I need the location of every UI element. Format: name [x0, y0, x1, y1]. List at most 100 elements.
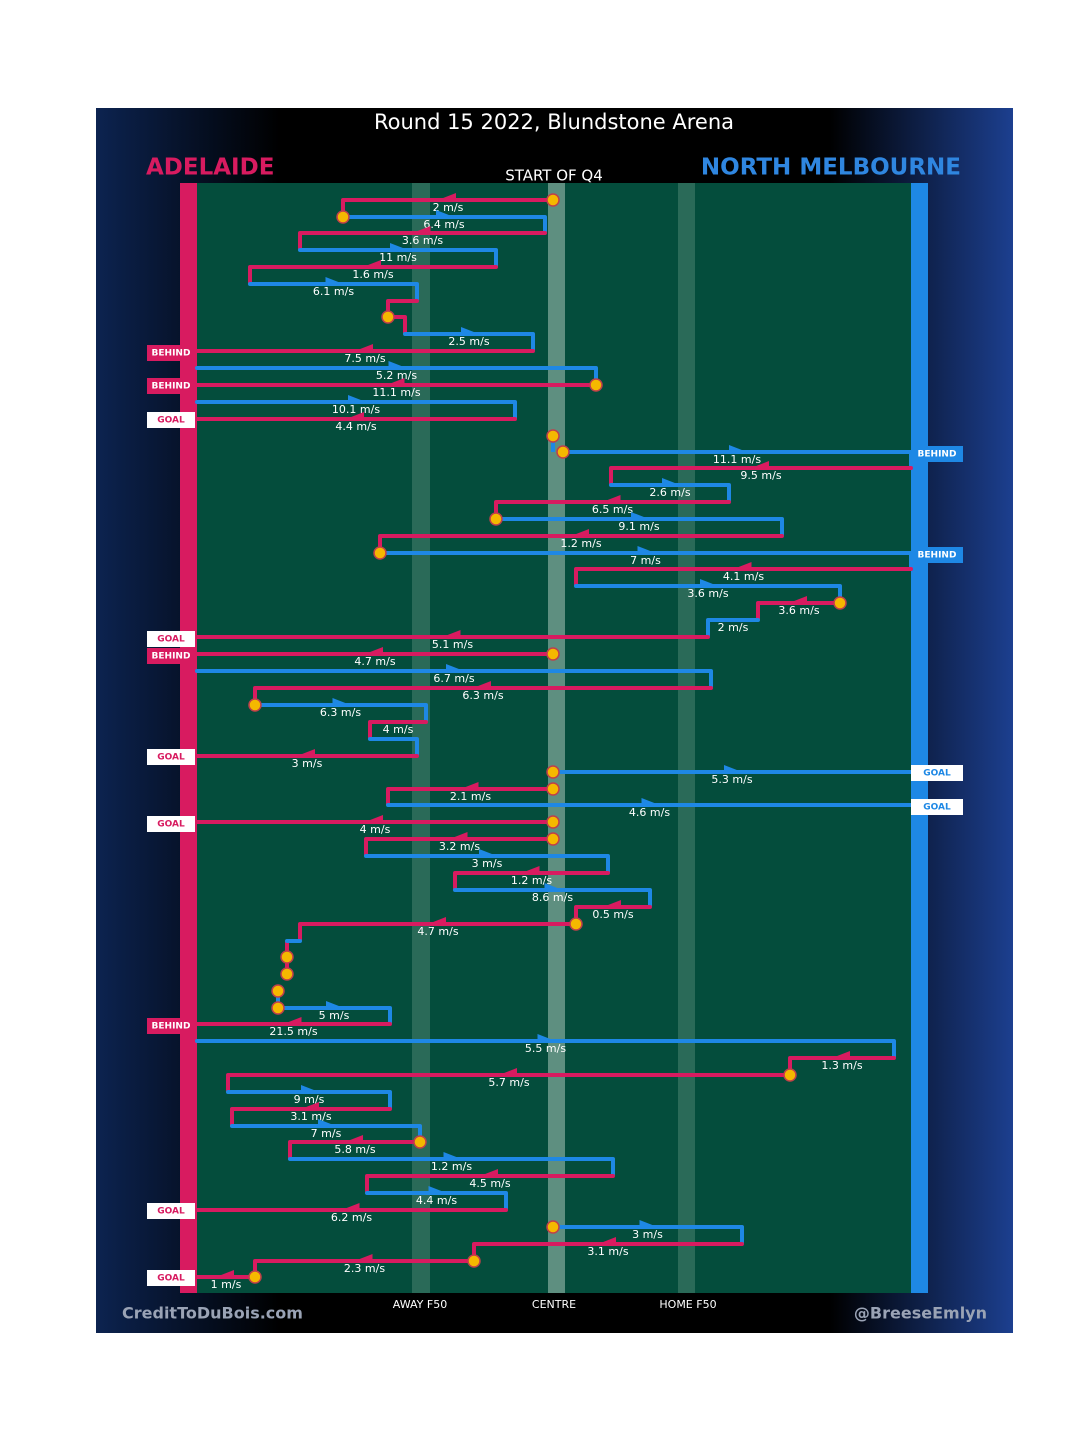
arrow	[216, 1270, 234, 1278]
speed-label: 3.6 m/s	[778, 604, 819, 617]
stoppage	[489, 512, 503, 526]
speed-label: 1.3 m/s	[821, 1059, 862, 1072]
arrow	[348, 395, 366, 403]
arrow	[390, 243, 408, 251]
arrow	[386, 378, 405, 386]
arrow	[325, 277, 344, 285]
arrow	[365, 647, 383, 655]
speed-label: 1.6 m/s	[352, 268, 393, 281]
arrow	[438, 193, 456, 201]
speed-label: 9.1 m/s	[618, 520, 659, 533]
arrow	[637, 546, 656, 554]
subtitle: START OF Q4	[505, 167, 603, 185]
speed-label: 4 m/s	[360, 823, 391, 836]
centre-line	[548, 183, 565, 1293]
outcome-box	[147, 412, 195, 428]
speed-label: 6.7 m/s	[433, 672, 474, 685]
chains: 2 m/s 6.4 m/s 3.6 m/s 11 m/s 1.6 m/s 6.1 m/s 2…	[147, 193, 963, 1291]
outcome-label: GOAL	[923, 803, 951, 813]
outcome-box	[147, 631, 195, 647]
arrow	[443, 1152, 462, 1160]
speed-label: 2 m/s	[718, 621, 749, 634]
speed-label: 3.1 m/s	[587, 1245, 628, 1258]
arrow	[460, 782, 479, 790]
speed-label: 11.1 m/s	[713, 453, 761, 466]
stoppage	[271, 1001, 285, 1015]
field-label: HOME F50	[659, 1298, 716, 1311]
outcome-box	[147, 1270, 195, 1286]
stoppage	[546, 193, 560, 207]
outcome-box	[147, 345, 195, 361]
arrow	[641, 798, 660, 806]
speed-label: 0.5 m/s	[592, 908, 633, 921]
arrow	[449, 832, 468, 840]
stoppage	[271, 984, 285, 998]
speed-label: 9.5 m/s	[740, 469, 781, 482]
speed-label: 11 m/s	[379, 251, 417, 264]
outcome-label: BEHIND	[152, 1022, 191, 1032]
outcome-label: GOAL	[157, 1274, 185, 1284]
speed-label: 2.5 m/s	[448, 335, 489, 348]
speed-label: 1.2 m/s	[560, 537, 601, 550]
speed-label: 1.2 m/s	[511, 874, 552, 887]
speed-label: 1 m/s	[211, 1278, 242, 1291]
stoppage	[546, 815, 560, 829]
speed-label: 6.2 m/s	[331, 1211, 372, 1224]
speed-label: 21.5 m/s	[269, 1025, 317, 1038]
speed-label: 3 m/s	[472, 857, 503, 870]
stoppage	[546, 765, 560, 779]
title: Round 15 2022, Blundstone Arena	[374, 110, 734, 134]
speed-label: 4.1 m/s	[723, 570, 764, 583]
stoppage	[280, 950, 294, 964]
speed-label: 4 m/s	[383, 723, 414, 736]
arrow	[598, 1237, 616, 1245]
speed-label: 5 m/s	[319, 1009, 350, 1022]
speed-label: 8.6 m/s	[532, 891, 573, 904]
arrow	[499, 1068, 517, 1076]
arrow	[603, 900, 621, 908]
speed-label: 4.7 m/s	[354, 655, 395, 668]
speed-label: 3 m/s	[292, 757, 323, 770]
arrow	[301, 1085, 319, 1093]
speed-label: 7.5 m/s	[344, 352, 385, 365]
arrow	[354, 1254, 373, 1262]
outcome-label: BEHIND	[918, 551, 957, 561]
arrow	[662, 478, 680, 486]
arrow	[301, 1102, 319, 1110]
arrow	[832, 1051, 850, 1059]
stoppage	[569, 917, 583, 931]
away-team: NORTH MELBOURNE	[701, 155, 961, 181]
stoppage	[381, 310, 395, 324]
stoppage	[248, 1270, 262, 1284]
speed-label: 5.8 m/s	[334, 1143, 375, 1156]
outcome-label: BEHIND	[152, 382, 191, 392]
arrow	[537, 1034, 556, 1042]
arrow	[283, 1017, 302, 1025]
speed-label: 3.6 m/s	[687, 587, 728, 600]
speed-label: 4.5 m/s	[469, 1177, 510, 1190]
arrow	[436, 210, 454, 218]
stoppage	[467, 1254, 481, 1268]
arrow	[571, 529, 589, 537]
stoppage	[783, 1068, 797, 1082]
speed-label: 5.2 m/s	[376, 369, 417, 382]
speed-label: 5.7 m/s	[488, 1076, 529, 1089]
arrow	[521, 866, 540, 874]
outcome-box	[911, 799, 963, 815]
outcome-box	[147, 648, 195, 664]
arrow	[789, 596, 807, 604]
speed-label: 6.3 m/s	[462, 689, 503, 702]
outcome-box	[147, 1018, 195, 1034]
outcome-box	[911, 446, 963, 462]
speed-label: 4.7 m/s	[417, 925, 458, 938]
stoppage	[546, 647, 560, 661]
arrow	[332, 698, 351, 706]
speed-label: 2.6 m/s	[649, 486, 690, 499]
right-goal-line	[911, 183, 928, 1293]
arrow	[326, 1001, 344, 1009]
arrow	[428, 1186, 447, 1194]
arrow	[724, 765, 742, 773]
arrow	[602, 495, 621, 503]
arrow	[639, 1220, 658, 1228]
arrow	[388, 361, 407, 369]
